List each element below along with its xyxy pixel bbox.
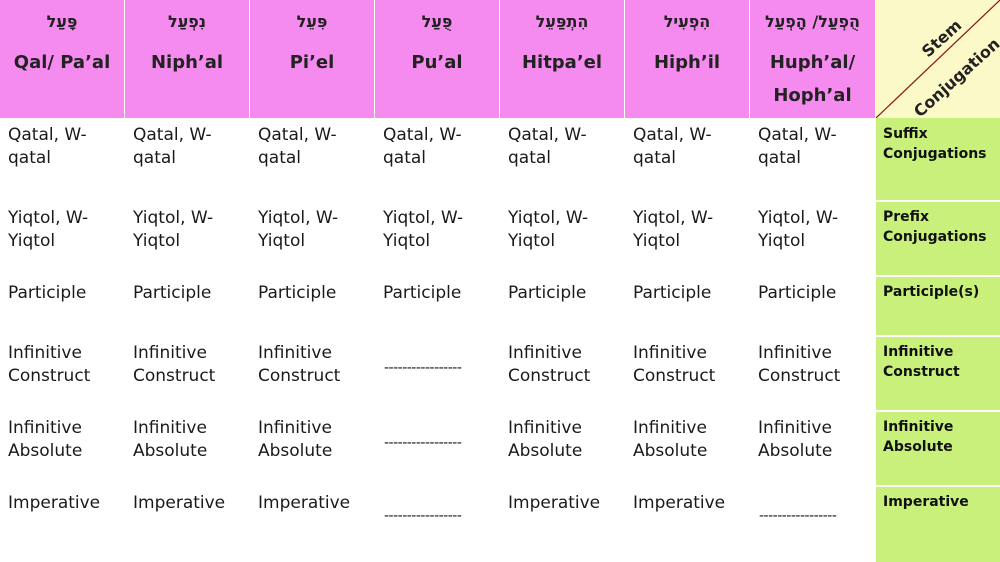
stem-hebrew-label: הִפְעִיל: [663, 12, 711, 31]
stem-hebrew-label: פִּעֵל: [296, 12, 328, 31]
conjugation-label: Infinitive Absolute: [883, 419, 954, 455]
stem-name-label: Pi’el: [289, 52, 335, 73]
table-cell: Infinitive Absolute: [508, 418, 583, 461]
table-cell: Qatal, W-qatal: [258, 125, 337, 168]
stem-hebrew-label: פֻּעַל: [421, 12, 453, 31]
stem-name-label: Qal/ Pa’al: [13, 52, 111, 73]
stem-name-label: Pu’al: [411, 52, 463, 73]
table-cell: Infinitive Absolute: [633, 418, 708, 461]
table-cell: Yiqtol, W-Yiqtol: [133, 208, 214, 251]
stem-header-cell: הִתְפַּעֵל Hitpa’el: [500, 0, 625, 118]
table-cell: Yiqtol, W-Yiqtol: [8, 208, 89, 251]
table-cell: Yiqtol, W-Yiqtol: [633, 208, 714, 251]
row-separator: [876, 275, 1000, 277]
corner-stem-label: Stem: [918, 16, 965, 61]
table-cell: Yiqtol, W-Yiqtol: [508, 208, 589, 251]
table-cell: Infinitive Absolute: [133, 418, 208, 461]
header-row: פָּעַל Qal/ Pa’al נִפְעַל Niph’al פִּעֵל Pi’e…: [0, 0, 1000, 118]
empty-cell-dash: -----------------: [384, 508, 462, 524]
table-cell: Yiqtol, W-Yiqtol: [383, 208, 464, 251]
table-cell: Infinitive Construct: [8, 343, 91, 386]
stem-header-cell: פִּעֵל Pi’el: [250, 0, 375, 118]
stem-header-cell: הִפְעִיל Hiph’il: [625, 0, 750, 118]
stem-name-label: Hiph’il: [653, 52, 721, 73]
row-separator: [876, 335, 1000, 337]
table-cell: Infinitive Construct: [133, 343, 216, 386]
empty-cell-dash: -----------------: [384, 360, 462, 376]
conjugation-label: Infinitive Construct: [883, 344, 960, 380]
stem-header-cell: פָּעַל Qal/ Pa’al: [0, 0, 125, 118]
table-cell: Infinitive Construct: [633, 343, 716, 386]
conjugation-label: Prefix Conjugations: [883, 209, 987, 245]
table-cell: Participle: [8, 283, 87, 303]
row-separator: [876, 485, 1000, 487]
table-cell: Participle: [508, 283, 587, 303]
stem-name-label: Niph’al: [150, 52, 224, 73]
table-cell: Infinitive Absolute: [8, 418, 83, 461]
table-cell: Qatal, W-qatal: [383, 125, 462, 168]
table-cell: Participle: [258, 283, 337, 303]
stem-name-label: Hitpa’el: [521, 52, 603, 73]
table-cell: Qatal, W-qatal: [508, 125, 587, 168]
stem-header-cell: הֻפְעַל/ הָפְעַל Huph’al/ Hoph’al: [750, 0, 876, 118]
corner-diagonal: Stem Conjugation: [876, 0, 1000, 118]
table-cell: Imperative: [258, 493, 351, 513]
row-separator: [876, 200, 1000, 202]
table-cell: Yiqtol, W-Yiqtol: [758, 208, 839, 251]
conjugation-label: Suffix Conjugations: [883, 126, 987, 162]
table-cell: Qatal, W-qatal: [133, 125, 212, 168]
diagonal-line: [876, 0, 1000, 118]
table-cell: Infinitive Absolute: [258, 418, 333, 461]
table-cell: Infinitive Construct: [758, 343, 841, 386]
table-cell: Imperative: [633, 493, 726, 513]
row-separator: [876, 410, 1000, 412]
empty-cell-dash: -----------------: [384, 435, 462, 451]
table-cell: Imperative: [508, 493, 601, 513]
table-cell: Imperative: [133, 493, 226, 513]
conjugation-column: [876, 118, 1000, 562]
stem-name-label: Huph’al/ Hoph’al: [769, 52, 856, 106]
stem-header-cell: נִפְעַל Niph’al: [125, 0, 250, 118]
corner-header-cell: Stem Conjugation: [876, 0, 1000, 118]
table-cell: Infinitive Absolute: [758, 418, 833, 461]
table-cell: Participle: [758, 283, 837, 303]
stem-hebrew-label: פָּעַל: [46, 12, 78, 31]
table-cell: Participle: [133, 283, 212, 303]
table-cell: Qatal, W-qatal: [633, 125, 712, 168]
conjugation-label: Participle(s): [883, 284, 980, 300]
table-cell: Infinitive Construct: [258, 343, 341, 386]
table-cell: Participle: [383, 283, 462, 303]
empty-cell-dash: -----------------: [759, 508, 837, 524]
table-cell: Imperative: [8, 493, 101, 513]
table-cell: Yiqtol, W-Yiqtol: [258, 208, 339, 251]
table-cell: Participle: [633, 283, 712, 303]
stem-header-cell: פֻּעַל Pu’al: [375, 0, 500, 118]
stem-hebrew-label: הִתְפַּעֵל: [535, 12, 589, 31]
table-cell: Infinitive Construct: [508, 343, 591, 386]
conjugation-label: Imperative: [883, 494, 969, 510]
stem-hebrew-label: נִפְעַל: [167, 12, 207, 31]
table-cell: Qatal, W-qatal: [8, 125, 87, 168]
stem-hebrew-label: הֻפְעַל/ הָפְעַל: [764, 12, 861, 31]
table-cell: Qatal, W-qatal: [758, 125, 837, 168]
